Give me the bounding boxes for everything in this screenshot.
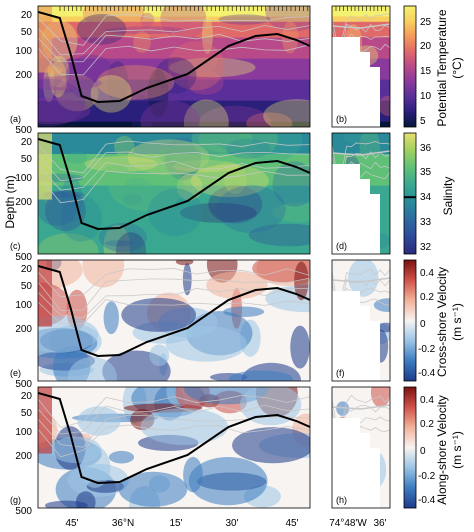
depth-ticks-row-1: 20 50 100 200 500 (15, 10, 32, 136)
station-ticks (59, 6, 386, 11)
colorbar-salinity (403, 132, 417, 255)
depth-tick-label: 50 (21, 281, 33, 292)
latitude-tick-label: 45' (285, 518, 298, 529)
panel-f-cross-shore-inset (331, 259, 391, 382)
colorbar-tick-label: 25 (420, 17, 432, 28)
colorbar-title-cross-shore: Cross-shore Velocity (435, 267, 449, 377)
depth-tick-label: 500 (15, 506, 32, 517)
colorbar-ticks-along-shore: 0.4 0.2 0 -0.2 -0.4 (418, 395, 436, 506)
longitude-tick-label: 36' (373, 518, 386, 529)
colorbar-tick-label: 35 (420, 167, 432, 178)
panel-label-h: (h) (336, 495, 347, 505)
depth-ticks-row-3: 20 50 100 200 500 (15, 264, 32, 390)
colorbar-tick-label: 32 (420, 242, 432, 253)
depth-ticks-row-2: 20 50 100 200 500 (15, 137, 32, 263)
depth-tick-label: 500 (15, 125, 32, 136)
depth-tick-label: 20 (21, 264, 33, 275)
panel-e-cross-shore-main (37, 259, 311, 382)
depth-tick-label: 100 (15, 46, 32, 57)
depth-tick-label: 200 (15, 197, 32, 208)
colorbar-along-shore-velocity (403, 386, 417, 509)
colorbar-tick-label: -0.2 (418, 344, 436, 355)
depth-tick-label: 100 (15, 300, 32, 311)
panel-label-a: (a) (10, 114, 21, 124)
colorbar-tick-label: -0.4 (418, 368, 436, 379)
colorbar-ticks-salinity: 36 35 34 33 32 (420, 143, 432, 253)
colorbar-temperature (403, 5, 417, 128)
depth-tick-label: 50 (21, 154, 33, 165)
latitude-ticks: 45' 36°N 15' 30' 45' (65, 518, 298, 529)
latitude-tick-label: 36°N (112, 518, 134, 529)
colorbar-title-along-shore: Along-shore Velocity (435, 395, 449, 504)
depth-tick-label: 20 (21, 137, 33, 148)
longitude-tick-label: 74°48'W (329, 518, 367, 529)
depth-tick-label: 50 (21, 27, 33, 38)
colorbar-tick-label: 0.4 (420, 395, 434, 406)
longitude-ticks: 74°48'W 36' (329, 518, 386, 529)
colorbar-tick-label: 0 (420, 446, 426, 457)
depth-tick-label: 20 (21, 10, 33, 21)
depth-tick-label: 20 (21, 391, 33, 402)
colorbar-ticks-cross-shore: 0.4 0.2 0 -0.2 -0.4 (418, 268, 436, 379)
latitude-tick-label: 30' (225, 518, 238, 529)
panel-c-salinity-main (37, 132, 311, 255)
panel-label-d: (d) (336, 241, 347, 251)
colorbar-tick-label: 5 (420, 116, 426, 127)
depth-tick-label: 200 (15, 451, 32, 462)
colorbar-unit-along-shore: (m s⁻¹) (450, 431, 464, 469)
latitude-tick-label: 45' (65, 518, 78, 529)
panel-label-f: (f) (336, 368, 345, 378)
colorbar-tick-label: 20 (420, 41, 432, 52)
colorbar-tick-label: -0.2 (418, 471, 436, 482)
colorbar-title-salinity: Salinity (441, 177, 455, 216)
colorbar-ticks-temperature: 25 20 15 10 5 (420, 17, 432, 127)
depth-tick-label: 50 (21, 408, 33, 419)
colorbar-tick-label: 10 (420, 91, 432, 102)
colorbar-tick-label: 0.2 (420, 419, 434, 430)
depth-tick-label: 500 (15, 379, 32, 390)
panel-label-b: (b) (336, 114, 347, 124)
colorbar-tick-label: -0.4 (418, 495, 436, 506)
depth-tick-label: 100 (15, 427, 32, 438)
colorbar-tick-label: 0 (420, 319, 426, 330)
latitude-tick-label: 15' (169, 518, 182, 529)
panel-label-g: (g) (10, 495, 21, 505)
depth-axis-title: Depth (m) (3, 175, 17, 228)
colorbar-unit-temperature: (°C) (450, 57, 464, 78)
colorbar-tick-label: 15 (420, 66, 432, 77)
panel-a-temperature-main (37, 5, 311, 128)
depth-tick-label: 200 (15, 70, 32, 81)
panel-g-along-shore-main (37, 386, 311, 509)
colorbar-unit-cross-shore: (m s⁻¹) (450, 303, 464, 341)
colorbar-tick-label: 34 (420, 192, 432, 203)
colorbar-title-temperature: Potential Temperature (435, 9, 449, 127)
colorbar-cross-shore-velocity (403, 259, 417, 382)
panel-label-e: (e) (10, 368, 21, 378)
depth-ticks-row-4: 20 50 100 200 500 (15, 391, 32, 517)
colorbar-tick-label: 0.2 (420, 292, 434, 303)
panel-label-c: (c) (10, 241, 21, 251)
depth-tick-label: 500 (15, 252, 32, 263)
depth-tick-label: 200 (15, 324, 32, 335)
colorbar-tick-label: 0.4 (420, 268, 434, 279)
panel-d-salinity-inset (331, 132, 391, 255)
panel-h-along-shore-inset (331, 386, 391, 509)
colorbar-tick-label: 33 (420, 217, 432, 228)
depth-tick-label: 100 (15, 173, 32, 184)
colorbar-tick-label: 36 (420, 143, 432, 154)
